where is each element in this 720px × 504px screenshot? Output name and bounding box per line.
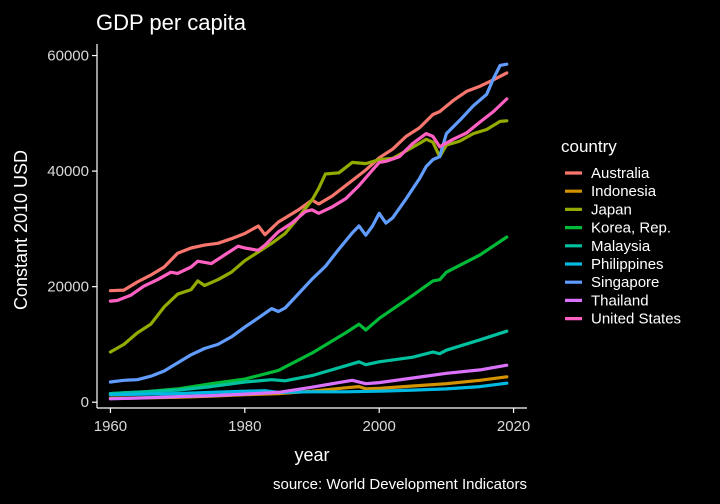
legend-label: Indonesia xyxy=(591,183,657,200)
x-axis-ticks: 1960 1980 2000 2020 xyxy=(94,408,530,435)
legend-title: country xyxy=(561,137,617,156)
legend-label: Korea, Rep. xyxy=(591,220,671,237)
series-line-united-states xyxy=(108,97,509,303)
series-line-singapore xyxy=(108,62,509,384)
chart-title: GDP per capita xyxy=(96,10,247,35)
x-tick-label: 2020 xyxy=(497,418,530,435)
legend-label: Singapore xyxy=(591,274,659,291)
x-axis-title: year xyxy=(294,445,329,465)
series-line-thailand xyxy=(108,363,509,401)
y-axis-title: Constant 2010 USD xyxy=(11,150,31,310)
legend-label: United States xyxy=(591,311,681,328)
legend-label: Japan xyxy=(591,201,632,218)
y-tick-label: 60000 xyxy=(47,48,89,65)
plot-panel: 1960 1980 2000 2020 0 20000 40000 60000 xyxy=(47,44,530,435)
y-tick-label: 0 xyxy=(81,394,89,411)
x-tick-label: 1960 xyxy=(94,418,127,435)
x-tick-label: 1980 xyxy=(228,418,261,435)
series-group xyxy=(108,62,509,401)
legend-label: Philippines xyxy=(591,256,664,273)
legend-label: Thailand xyxy=(591,292,649,309)
series-line-korea-rep xyxy=(108,235,509,396)
legend-label: Australia xyxy=(591,165,650,182)
y-tick-label: 20000 xyxy=(47,279,89,296)
series-line-philippines xyxy=(108,381,509,397)
series-line-malaysia xyxy=(108,329,509,396)
y-axis-ticks: 0 20000 40000 60000 xyxy=(47,48,97,411)
chart-caption: source: World Development Indicators xyxy=(273,476,527,493)
legend-label: Malaysia xyxy=(591,238,651,255)
y-tick-label: 40000 xyxy=(47,163,89,180)
x-tick-label: 2000 xyxy=(363,418,396,435)
